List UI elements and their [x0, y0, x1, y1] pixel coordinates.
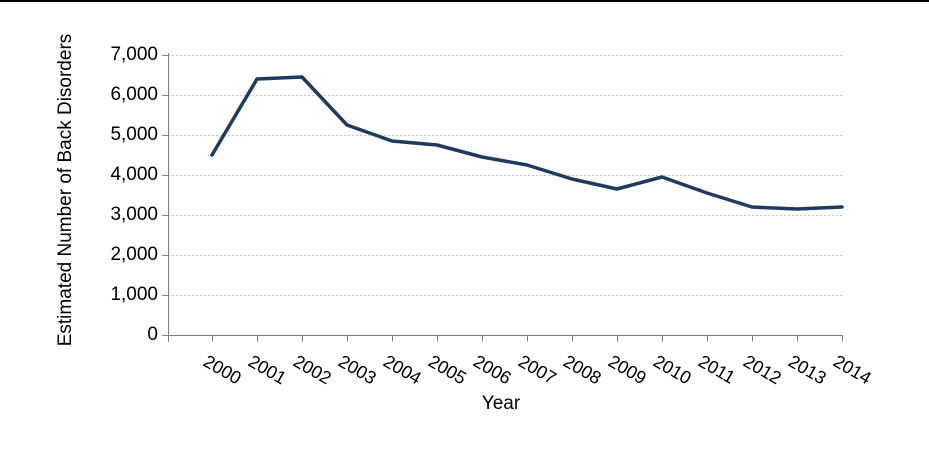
y-tick-label-7000: 7,000 — [110, 44, 158, 65]
y-tick-label-0: 0 — [147, 324, 158, 345]
top-border-line — [0, 0, 929, 2]
y-tick-label-4000: 4,000 — [110, 164, 158, 185]
x-axis-title: Year — [481, 393, 521, 414]
data-series-line — [210, 75, 844, 211]
y-tick-label-1000: 1,000 — [110, 284, 158, 305]
y-tick-label-3000: 3,000 — [110, 204, 158, 225]
y-tick-label-2000: 2,000 — [110, 244, 158, 265]
y-tick-label-5000: 5,000 — [110, 124, 158, 145]
y-tick-label-6000: 6,000 — [110, 84, 158, 105]
